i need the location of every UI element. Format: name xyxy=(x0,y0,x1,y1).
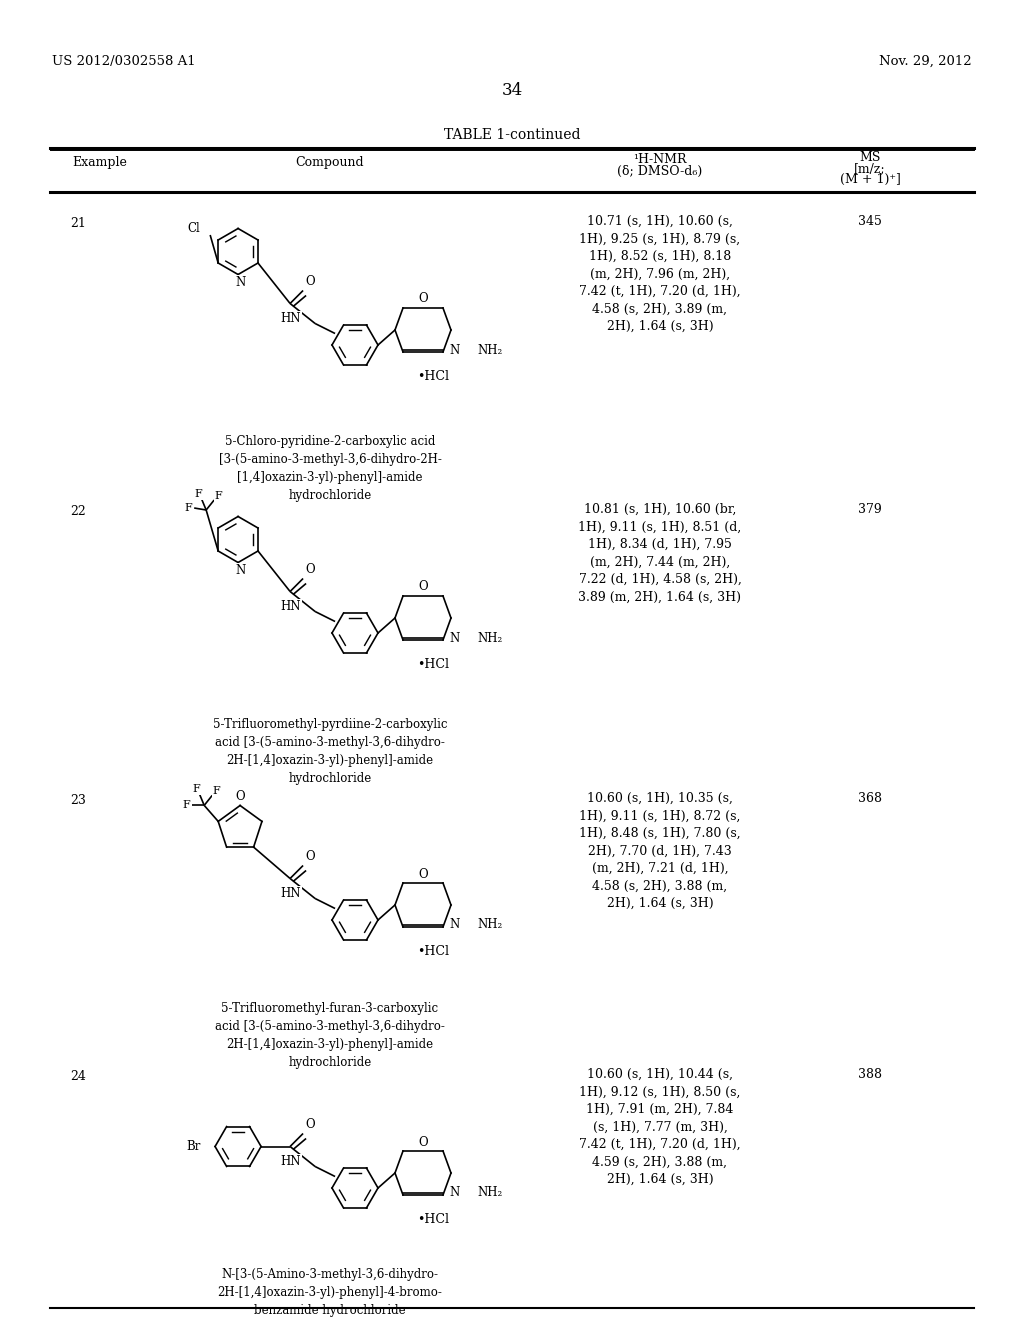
Text: HN: HN xyxy=(281,312,301,325)
Text: 24: 24 xyxy=(70,1071,86,1082)
Text: Br: Br xyxy=(186,1140,201,1152)
Text: Cl: Cl xyxy=(187,222,200,235)
Text: O: O xyxy=(305,564,315,576)
Text: 388: 388 xyxy=(858,1068,882,1081)
Text: 5-Trifluoromethyl-pyrdiine-2-carboxylic
acid [3-(5-amino-3-methyl-3,6-dihydro-
2: 5-Trifluoromethyl-pyrdiine-2-carboxylic … xyxy=(213,718,447,785)
Text: 10.81 (s, 1H), 10.60 (br,
1H), 9.11 (s, 1H), 8.51 (d,
1H), 8.34 (d, 1H), 7.95
(m: 10.81 (s, 1H), 10.60 (br, 1H), 9.11 (s, … xyxy=(579,503,741,603)
Text: •HCl: •HCl xyxy=(417,1213,449,1226)
Text: 379: 379 xyxy=(858,503,882,516)
Text: F: F xyxy=(193,784,200,795)
Text: O: O xyxy=(305,850,315,863)
Text: 345: 345 xyxy=(858,215,882,228)
Text: [m/z;: [m/z; xyxy=(854,162,886,176)
Text: NH₂: NH₂ xyxy=(477,1187,502,1200)
Text: Nov. 29, 2012: Nov. 29, 2012 xyxy=(880,55,972,69)
Text: N: N xyxy=(449,919,459,932)
Text: •HCl: •HCl xyxy=(417,657,449,671)
Text: NH₂: NH₂ xyxy=(477,343,502,356)
Text: F: F xyxy=(195,488,202,499)
Text: N: N xyxy=(449,1187,459,1200)
Text: 368: 368 xyxy=(858,792,882,805)
Text: 5-Trifluoromethyl-furan-3-carboxylic
acid [3-(5-amino-3-methyl-3,6-dihydro-
2H-[: 5-Trifluoromethyl-furan-3-carboxylic aci… xyxy=(215,1002,445,1069)
Text: Compound: Compound xyxy=(296,156,365,169)
Text: (δ; DMSO-d₆): (δ; DMSO-d₆) xyxy=(617,165,702,178)
Text: HN: HN xyxy=(281,887,301,900)
Text: O: O xyxy=(418,581,428,594)
Text: 10.60 (s, 1H), 10.35 (s,
1H), 9.11 (s, 1H), 8.72 (s,
1H), 8.48 (s, 1H), 7.80 (s,: 10.60 (s, 1H), 10.35 (s, 1H), 9.11 (s, 1… xyxy=(580,792,740,909)
Text: N-[3-(5-Amino-3-methyl-3,6-dihydro-
2H-[1,4]oxazin-3-yl)-phenyl]-4-bromo-
benzam: N-[3-(5-Amino-3-methyl-3,6-dihydro- 2H-[… xyxy=(217,1269,442,1317)
Text: MS: MS xyxy=(859,150,881,164)
Text: •HCl: •HCl xyxy=(417,945,449,958)
Text: F: F xyxy=(214,491,222,502)
Text: 21: 21 xyxy=(70,216,86,230)
Text: •HCl: •HCl xyxy=(417,370,449,383)
Text: (M + 1)⁺]: (M + 1)⁺] xyxy=(840,173,900,186)
Text: 5-Chloro-pyridine-2-carboxylic acid
[3-(5-amino-3-methyl-3,6-dihydro-2H-
[1,4]ox: 5-Chloro-pyridine-2-carboxylic acid [3-(… xyxy=(218,436,441,502)
Text: O: O xyxy=(418,1135,428,1148)
Text: O: O xyxy=(305,1118,315,1131)
Text: 10.60 (s, 1H), 10.44 (s,
1H), 9.12 (s, 1H), 8.50 (s,
1H), 7.91 (m, 2H), 7.84
(s,: 10.60 (s, 1H), 10.44 (s, 1H), 9.12 (s, 1… xyxy=(580,1068,740,1185)
Text: O: O xyxy=(305,275,315,288)
Text: NH₂: NH₂ xyxy=(477,631,502,644)
Text: 22: 22 xyxy=(70,506,86,517)
Text: 34: 34 xyxy=(502,82,522,99)
Text: ¹H-NMR: ¹H-NMR xyxy=(633,153,687,166)
Text: F: F xyxy=(212,787,220,796)
Text: O: O xyxy=(418,293,428,305)
Text: O: O xyxy=(236,789,245,803)
Text: US 2012/0302558 A1: US 2012/0302558 A1 xyxy=(52,55,196,69)
Text: N: N xyxy=(234,276,245,289)
Text: NH₂: NH₂ xyxy=(477,919,502,932)
Text: HN: HN xyxy=(281,601,301,612)
Text: N: N xyxy=(449,631,459,644)
Text: N: N xyxy=(449,343,459,356)
Text: Example: Example xyxy=(72,156,127,169)
Text: N: N xyxy=(234,564,245,577)
Text: F: F xyxy=(184,503,193,513)
Text: TABLE 1-continued: TABLE 1-continued xyxy=(443,128,581,143)
Text: 23: 23 xyxy=(70,795,86,807)
Text: F: F xyxy=(182,800,190,810)
Text: HN: HN xyxy=(281,1155,301,1168)
Text: 10.71 (s, 1H), 10.60 (s,
1H), 9.25 (s, 1H), 8.79 (s,
1H), 8.52 (s, 1H), 8.18
(m,: 10.71 (s, 1H), 10.60 (s, 1H), 9.25 (s, 1… xyxy=(580,215,740,333)
Text: O: O xyxy=(418,867,428,880)
